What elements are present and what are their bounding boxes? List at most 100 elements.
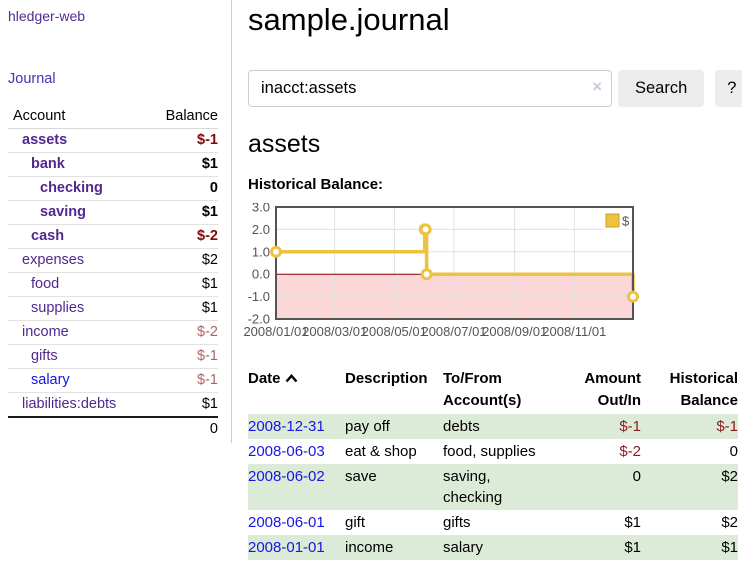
register-description: income: [345, 539, 394, 556]
account-link-saving[interactable]: saving: [40, 204, 86, 220]
chart-point: [270, 245, 282, 258]
register-amount: $-2: [619, 443, 641, 460]
register-date-cell: 2008-01-01: [248, 535, 345, 560]
register-amount: $-1: [619, 418, 641, 435]
account-name-cell: checking: [8, 176, 150, 201]
account-row: saving $1: [8, 200, 218, 225]
y-tick-label: -2.0: [248, 312, 270, 327]
account-row: gifts $-1: [8, 344, 218, 369]
register-accounts: debts: [443, 418, 480, 435]
register-date-link[interactable]: 2008-06-02: [248, 468, 325, 485]
legend-swatch: [605, 213, 620, 228]
account-name-cell: liabilities:debts: [8, 392, 150, 418]
account-name-cell: supplies: [8, 296, 150, 321]
account-link-expenses[interactable]: expenses: [22, 252, 85, 268]
accounts-header-balance: Balance: [149, 106, 218, 129]
search-bar: × Search ?: [248, 70, 742, 107]
register-amount: 0: [632, 468, 641, 485]
accounts-table-body: assets $-1 bank $1 checking 0 saving $1 cash $-2 e…: [8, 128, 218, 418]
register-date-cell: 2008-12-31: [248, 414, 345, 439]
clear-icon[interactable]: ×: [592, 77, 602, 96]
account-link-salary[interactable]: salary: [31, 372, 70, 388]
accounts-header-account: Account: [8, 106, 150, 129]
register-table: Date Description To/From Account(s) Amou…: [248, 366, 738, 560]
register-header-balance: Historical Balance: [669, 370, 738, 409]
account-link-cash[interactable]: cash: [31, 228, 65, 244]
account-link-assets[interactable]: assets: [22, 132, 68, 148]
account-name-cell: food: [8, 272, 150, 297]
account-balance: $1: [149, 296, 218, 321]
accounts-header-row: Account Balance: [8, 106, 218, 129]
account-heading: assets: [248, 130, 321, 158]
register-description: gift: [345, 514, 366, 531]
register-date-link[interactable]: 2008-12-31: [248, 418, 325, 435]
y-tick-label: -1.0: [248, 289, 270, 304]
account-name-cell: assets: [8, 128, 150, 153]
legend-label: $: [622, 214, 630, 229]
chart-point: [419, 223, 432, 236]
sidebar-item-journal[interactable]: Journal: [8, 71, 56, 87]
account-balance: $1: [149, 200, 218, 225]
account-link-supplies[interactable]: supplies: [31, 300, 85, 316]
account-link-checking[interactable]: checking: [40, 180, 103, 196]
register-date-cell: 2008-06-02: [248, 464, 345, 510]
account-link-gifts[interactable]: gifts: [31, 348, 58, 364]
register-date-link[interactable]: 2008-06-01: [248, 514, 325, 531]
balance-chart-svg: $3.0 2.0 1.0 0.0 -1.0 -2.02008/01/012008/03/0…: [243, 203, 639, 339]
account-row: expenses $2: [8, 248, 218, 273]
app-window: hledger-web Journal Account Balance asse…: [8, 0, 742, 560]
account-balance: $-2: [149, 320, 218, 345]
register-description: eat & shop: [345, 443, 417, 460]
app-title-link[interactable]: hledger-web: [8, 8, 86, 24]
account-link-income[interactable]: income: [22, 324, 69, 340]
register-row: 2008-06-01 gift gifts $1 $2: [248, 510, 738, 535]
register-balance: $1: [721, 539, 738, 556]
account-name-cell: cash: [8, 224, 150, 249]
register-accounts: salary: [443, 539, 484, 556]
chart-title: Historical Balance:: [248, 176, 384, 193]
page-title: sample.journal: [248, 2, 450, 37]
register-amount: $1: [624, 514, 641, 531]
search-input[interactable]: [248, 70, 612, 107]
register-accounts: food, supplies: [443, 443, 536, 460]
account-row: supplies $1: [8, 296, 218, 321]
y-tick-label: 2.0: [252, 222, 270, 237]
account-balance: $1: [149, 272, 218, 297]
account-row: income $-2: [8, 320, 218, 345]
x-tick-label: 2008/03/01: [302, 324, 367, 339]
register-amount: $1: [624, 539, 641, 556]
account-row: liabilities:debts $1: [8, 392, 218, 418]
register-description: pay off: [345, 418, 390, 435]
account-link-liabilities-debts[interactable]: liabilities:debts: [22, 396, 117, 412]
sort-asc-icon: [285, 368, 298, 390]
y-tick-label: 0.0: [252, 267, 270, 282]
register-balance: $-1: [716, 418, 738, 435]
register-row: 2008-12-31 pay off debts $-1 $-1: [248, 414, 738, 439]
register-header-accounts: To/From Account(s): [443, 370, 522, 409]
account-row: salary $-1: [8, 368, 218, 393]
register-date-cell: 2008-06-01: [248, 510, 345, 535]
account-name-cell: bank: [8, 152, 150, 177]
register-balance: $2: [721, 514, 738, 531]
account-name-cell: saving: [8, 200, 150, 225]
search-button[interactable]: Search: [618, 70, 705, 107]
help-button[interactable]: ?: [715, 70, 742, 107]
register-header-description: Description: [345, 370, 428, 387]
account-balance: $2: [149, 248, 218, 273]
account-row: bank $1: [8, 152, 218, 177]
accounts-total-spacer: [8, 416, 150, 441]
accounts-total-row: 0: [8, 416, 218, 441]
account-row: assets $-1: [8, 128, 218, 153]
account-link-bank[interactable]: bank: [31, 156, 65, 172]
account-row: food $1: [8, 272, 218, 297]
x-tick-label: 2008/09/01: [482, 324, 547, 339]
register-date-cell: 2008-06-03: [248, 439, 345, 464]
register-header-date[interactable]: Date: [248, 366, 345, 414]
account-name-cell: salary: [8, 368, 150, 393]
account-name-cell: gifts: [8, 344, 150, 369]
register-date-link[interactable]: 2008-01-01: [248, 539, 325, 556]
account-link-food[interactable]: food: [31, 276, 60, 292]
account-name-cell: expenses: [8, 248, 150, 273]
account-balance: $1: [149, 392, 218, 418]
register-date-link[interactable]: 2008-06-03: [248, 443, 325, 460]
